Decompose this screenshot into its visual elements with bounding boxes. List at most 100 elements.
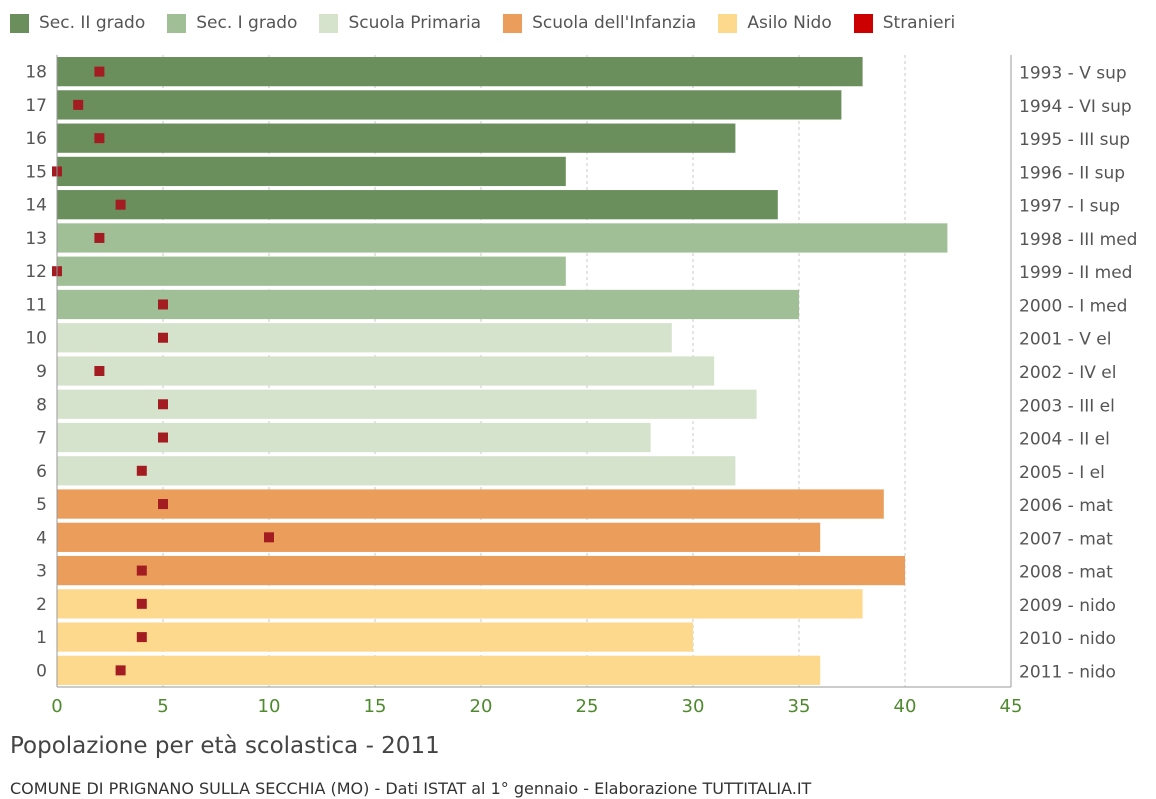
- y-tick-label: 10: [25, 329, 47, 349]
- stranieri-marker: [158, 432, 168, 443]
- stranieri-marker: [158, 499, 168, 510]
- x-tick-label: 35: [788, 696, 811, 717]
- chart-title: Popolazione per età scolastica - 2011: [10, 733, 440, 759]
- chart-legend: Sec. II grado Sec. I grado Scuola Primaria…: [10, 8, 977, 38]
- row-label: 1996 - II sup: [1019, 163, 1125, 183]
- legend-swatch: [167, 13, 187, 33]
- y-tick-label: 15: [25, 162, 47, 182]
- row-label: 1994 - VI sup: [1019, 97, 1132, 117]
- legend-label: Scuola dell'Infanzia: [532, 13, 697, 33]
- stranieri-marker: [158, 332, 168, 343]
- legend-label: Scuola Primaria: [348, 13, 482, 33]
- y-tick-label: 5: [36, 495, 47, 515]
- row-label: 1998 - III med: [1019, 230, 1137, 250]
- row-label: 2003 - III el: [1019, 396, 1115, 416]
- bar: [57, 522, 821, 552]
- bar: [57, 256, 566, 286]
- legend-swatch: [853, 13, 873, 33]
- legend-item: Scuola dell'Infanzia: [503, 13, 696, 33]
- bar: [57, 622, 693, 652]
- y-tick-label: 13: [25, 229, 47, 249]
- x-tick-label: 30: [682, 696, 705, 717]
- bar: [57, 422, 651, 453]
- x-tick-label: 15: [364, 696, 387, 717]
- row-label: 2006 - mat: [1019, 496, 1113, 516]
- y-tick-label: 9: [36, 362, 47, 382]
- y-tick-label: 0: [36, 661, 47, 681]
- bar: [57, 356, 715, 386]
- bar: [57, 589, 863, 619]
- y-tick-label: 1: [36, 628, 47, 648]
- stranieri-marker: [94, 133, 105, 144]
- y-tick-label: 7: [36, 429, 47, 449]
- y-tick-label: 3: [36, 562, 47, 582]
- row-label: 2007 - mat: [1019, 529, 1113, 549]
- legend-swatch: [503, 13, 523, 33]
- stranieri-marker: [94, 232, 105, 243]
- y-tick-label: 2: [36, 595, 47, 615]
- bar: [57, 123, 736, 153]
- legend-label: Asilo Nido: [747, 13, 832, 33]
- stranieri-marker: [158, 399, 168, 410]
- row-label: 2002 - IV el: [1019, 363, 1116, 383]
- legend-swatch: [718, 13, 738, 33]
- y-tick-label: 8: [36, 395, 47, 415]
- row-label: 1997 - I sup: [1019, 197, 1120, 217]
- bar: [57, 289, 799, 320]
- row-label: 1999 - II med: [1019, 263, 1132, 283]
- stranieri-marker: [115, 199, 126, 210]
- legend-item: Asilo Nido: [718, 13, 832, 33]
- row-label: 2000 - I med: [1019, 296, 1127, 316]
- row-label: 2005 - I el: [1019, 463, 1105, 483]
- bar: [57, 190, 778, 220]
- bar: [57, 223, 948, 253]
- row-label: 2008 - mat: [1019, 563, 1113, 583]
- row-label: 2010 - nido: [1019, 629, 1116, 649]
- bar: [57, 489, 884, 519]
- stranieri-marker: [136, 465, 147, 476]
- y-tick-label: 12: [25, 262, 47, 282]
- legend-item: Sec. I grado: [167, 13, 297, 33]
- bar: [57, 655, 821, 685]
- legend-item: Stranieri: [853, 13, 956, 33]
- y-tick-label: 11: [25, 295, 47, 315]
- x-tick-label: 10: [258, 696, 281, 717]
- legend-label: Sec. II grado: [39, 13, 146, 33]
- stranieri-marker: [73, 99, 84, 110]
- stranieri-marker: [94, 66, 105, 77]
- row-label: 2011 - nido: [1019, 662, 1116, 682]
- y-tick-label: 4: [36, 528, 47, 548]
- x-tick-label: 25: [576, 696, 599, 717]
- bar: [57, 90, 842, 120]
- row-label: 2001 - V el: [1019, 330, 1111, 350]
- y-tick-label: 16: [25, 129, 47, 149]
- row-label: 1993 - V sup: [1019, 64, 1127, 84]
- legend-item: Sec. II grado: [10, 13, 145, 33]
- bar: [57, 323, 672, 353]
- bar: [57, 57, 863, 87]
- bar: [57, 389, 757, 419]
- x-tick-label: 45: [1000, 696, 1023, 717]
- bar: [57, 156, 566, 187]
- bar: [57, 555, 905, 586]
- legend-swatch: [10, 13, 29, 33]
- row-label: 1995 - III sup: [1019, 130, 1130, 150]
- legend-label: Sec. I grado: [196, 13, 298, 33]
- x-tick-label: 20: [470, 696, 493, 717]
- y-tick-label: 6: [36, 462, 47, 482]
- row-label: 2004 - II el: [1019, 430, 1110, 450]
- legend-label: Stranieri: [882, 13, 956, 33]
- stranieri-marker: [136, 565, 147, 576]
- x-tick-label: 5: [157, 696, 168, 717]
- stranieri-marker: [94, 366, 105, 376]
- stranieri-marker: [264, 532, 274, 543]
- stranieri-marker: [115, 665, 126, 676]
- bar: [57, 456, 736, 486]
- y-tick-label: 18: [25, 63, 47, 83]
- x-tick-label: 40: [894, 696, 917, 717]
- y-tick-label: 17: [25, 96, 47, 116]
- x-tick-label: 0: [51, 696, 62, 717]
- stranieri-marker: [136, 598, 147, 609]
- stranieri-marker: [158, 299, 168, 310]
